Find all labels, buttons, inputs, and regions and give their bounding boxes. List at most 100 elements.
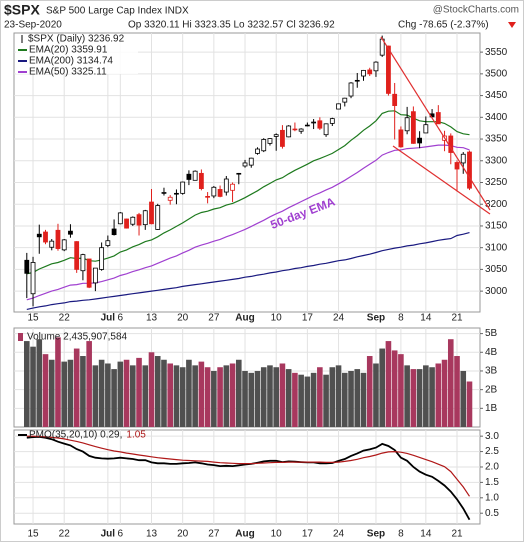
x-tick-label: 10: [271, 313, 283, 324]
volume-bar: [310, 372, 317, 427]
volume-bar: [223, 365, 230, 427]
y-tick-label: 3050: [485, 264, 508, 275]
ema-line: [26, 232, 470, 310]
volume-bar: [379, 348, 385, 427]
x-tick-label: 21: [451, 529, 463, 540]
candle-body: [167, 196, 173, 201]
y-tick-label: 3150: [485, 221, 508, 232]
candle-body: [130, 216, 136, 225]
candle-body: [49, 240, 55, 248]
volume-bar: [73, 348, 80, 427]
volume-bar: [335, 365, 342, 427]
volume-bar: [67, 359, 74, 427]
candle-body: [30, 262, 36, 295]
y-tick-label: 4B: [485, 347, 498, 358]
candle-body: [174, 192, 179, 195]
candle-body: [329, 118, 335, 124]
volume-bar: [454, 356, 460, 427]
volume-bar: [267, 365, 273, 427]
volume-bar: [136, 357, 142, 427]
candle-body: [273, 134, 279, 137]
y-tick-label: 3450: [485, 90, 508, 101]
x-tick-label: 24: [333, 313, 345, 324]
legend-label: Volume 2,435,907,584: [27, 332, 128, 343]
x-tick-label: 14: [420, 529, 432, 540]
trend-line: [392, 145, 491, 215]
candle-body: [36, 233, 42, 238]
down-arrow: [508, 22, 516, 28]
legend-label: EMA(200) 3134.74: [29, 56, 113, 67]
candle-body: [398, 129, 404, 148]
volume-bar: [254, 370, 261, 427]
volume-bar: [148, 352, 155, 427]
volume-bar: [42, 354, 49, 427]
index-name: S&P 500 Large Cap Index INDX: [46, 6, 189, 17]
volume-bar: [105, 363, 111, 427]
y-tick-label: 3B: [485, 366, 498, 377]
volume-bar: [154, 356, 161, 427]
legend-label: PMO(35,20,10) 0.29,: [29, 430, 122, 441]
x-tick-label: 15: [27, 529, 39, 540]
candle-body: [124, 218, 129, 229]
source: @StockCharts.com: [433, 5, 519, 16]
volume-bar: [235, 359, 242, 427]
y-tick-label: 5B: [485, 328, 498, 339]
volume-bar: [398, 354, 404, 427]
candle-body: [255, 148, 260, 154]
volume-bar: [385, 341, 392, 427]
candle-body: [211, 186, 217, 197]
x-tick-label: 14: [420, 313, 432, 324]
candle-body: [155, 205, 161, 230]
x-tick-label: Sep: [367, 529, 385, 540]
candle-body: [361, 69, 366, 77]
y-tick-label: 0.5: [485, 508, 499, 519]
x-tick-label: 8: [398, 529, 404, 540]
volume-bar: [348, 370, 354, 427]
volume-bar: [167, 363, 174, 427]
volume-bar: [123, 359, 130, 427]
y-tick-label: 2.0: [485, 462, 499, 473]
candle-body: [386, 45, 391, 94]
candle-body: [223, 178, 229, 193]
candle-body: [86, 258, 92, 288]
candle-body: [392, 93, 398, 106]
candle-body: [68, 230, 73, 235]
volume-bar: [129, 365, 136, 427]
volume-bar: [242, 370, 248, 427]
candle-body: [111, 228, 117, 236]
volume-bar: [80, 356, 86, 427]
change: Chg -78.65 (-2.37%): [398, 20, 489, 31]
y-tick-label: 3000: [485, 286, 508, 297]
x-tick-label: Sep: [367, 313, 385, 324]
candle-body: [367, 69, 373, 75]
legend-label: EMA(20) 3359.91: [29, 45, 108, 56]
candle-body: [410, 111, 416, 144]
candle-body: [267, 138, 273, 144]
y-tick-label: 1B: [485, 403, 498, 414]
candle-body: [99, 247, 105, 270]
candle-body: [192, 170, 198, 181]
volume-bar: [279, 363, 286, 427]
x-tick-label: 21: [451, 313, 463, 324]
y-tick-label: 1.5: [485, 477, 499, 488]
candle-body: [317, 120, 323, 129]
volume-bar: [360, 372, 367, 427]
volume-bar: [460, 370, 467, 427]
candle-body: [435, 112, 441, 125]
candle-body: [205, 196, 211, 198]
x-tick-label: 6: [118, 529, 124, 540]
legend-label: 1.05: [126, 430, 146, 441]
panel: [13, 32, 481, 313]
x-tick-label: Aug: [235, 529, 254, 540]
candle-body: [43, 231, 48, 243]
candle-body: [186, 173, 192, 180]
candle-body: [61, 239, 67, 251]
quote: Op 3320.11 Hi 3323.35 Lo 3232.57 Cl 3236…: [128, 20, 335, 31]
volume-bar: [317, 367, 323, 427]
x-tick-label: Aug: [235, 313, 254, 324]
candle-body: [404, 117, 410, 132]
volume-bar: [111, 369, 117, 427]
y-tick-label: 3400: [485, 112, 508, 123]
panel: [13, 429, 481, 525]
